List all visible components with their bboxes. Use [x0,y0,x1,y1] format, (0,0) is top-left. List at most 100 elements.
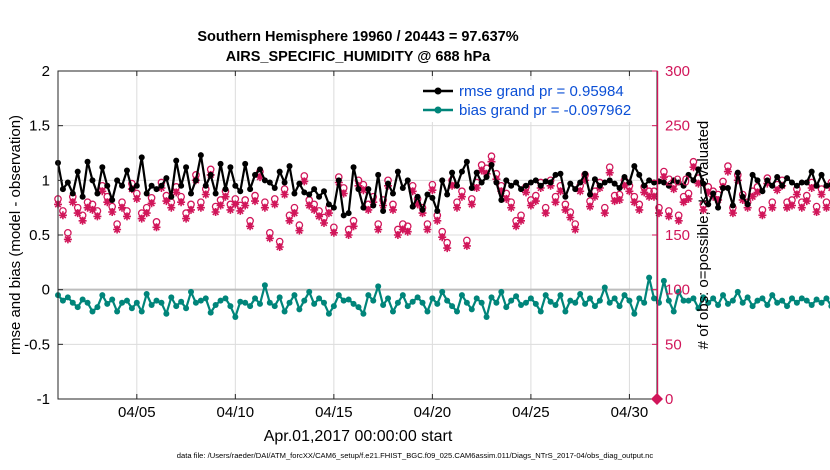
bias-point [139,309,145,315]
rmse-point [745,201,751,207]
rmse-point [129,186,135,192]
bias-point [434,301,440,307]
bias-point [203,295,209,301]
bias-point [346,297,352,303]
bias-point [124,298,130,304]
bias-point [750,303,756,309]
y-left-axis-ticks: -1-0.500.511.52 [24,63,63,408]
bias-point [715,302,721,308]
rmse-point [523,183,529,189]
rmse-point [149,183,155,189]
bias-point [360,311,366,317]
bias-point [764,302,770,308]
bias-point [636,295,642,301]
obs-evaluated-marker [202,191,210,199]
bias-point [498,289,504,295]
y-right-tick-label: 300 [665,63,690,80]
obs-evaluated-marker [187,206,195,214]
rmse-point [75,169,81,175]
rmse-point [636,172,642,178]
rmse-point [405,177,411,183]
obs-evaluated-marker [167,204,175,212]
bias-point [370,298,376,304]
obs-evaluated-marker [330,229,338,237]
obs-evaluated-marker [507,204,515,212]
rmse-point [380,208,386,214]
bias-point [89,309,95,315]
bias-point [311,301,317,307]
bias-point [306,289,312,295]
bias-point [272,303,278,309]
rmse-point [518,186,524,192]
rmse-point [395,169,401,175]
bias-point [80,297,86,303]
bias-point [282,309,288,315]
obs-evaluated-marker [616,196,624,204]
bias-point [533,301,539,307]
bias-point [326,311,332,317]
rmse-point [508,183,514,189]
bias-point [528,295,534,301]
obs-evaluated-marker [389,206,397,214]
bias-point [213,302,219,308]
y-right-axis-label: # of obs: o=possible; ∗=evaluated [695,121,712,350]
y-left-tick-label: 0.5 [29,227,50,244]
rmse-point [410,204,416,210]
obs-evaluated-marker [606,169,614,177]
bias-point [149,302,155,308]
rmse-point [759,188,765,194]
bias-point [759,295,765,301]
bias-point [508,298,514,304]
rmse-point [804,180,810,186]
bias-point [114,309,120,315]
rmse-point [617,185,623,191]
rmse-point [163,175,169,181]
bias-point [287,300,293,306]
rmse-point [242,161,248,167]
rmse-point [750,172,756,178]
rmse-point [173,158,179,164]
x-tick-label: 04/20 [414,404,452,421]
bias-point [129,305,135,311]
obs-evaluated-marker [438,233,446,241]
rmse-point [99,164,105,170]
rmse-point [479,180,485,186]
bias-point [626,298,632,304]
bias-point [597,298,603,304]
obs-evaluated-marker [571,226,579,234]
rmse-point [484,174,490,180]
obs-evaluated-marker [276,243,284,251]
bias-point [577,291,583,297]
bias-point [321,300,327,306]
obs-evaluated-marker [517,217,525,225]
bias-point [365,292,371,298]
rmse-point [769,183,775,189]
bias-point [429,295,435,301]
obs-evaluated-marker [625,187,633,195]
obs-evaluated-marker [724,168,732,176]
bias-point [424,309,430,315]
bias-point [99,292,105,298]
bias-point [730,298,736,304]
rmse-point [213,190,219,196]
rmse-point [819,172,825,178]
obs-evaluated-marker [295,227,303,235]
obs-evaluated-marker [630,198,638,206]
bias-point [385,295,391,301]
bias-point [735,289,741,295]
obs-evaluated-marker [118,204,126,212]
rmse-point [237,188,243,194]
rmse-point [533,177,539,183]
bias-point [380,302,386,308]
bias-point [745,294,751,300]
y-right-tick-label: 100 [665,282,690,299]
bias-point [784,303,790,309]
rmse-point [291,190,297,196]
bias-point [548,299,554,305]
bias-point [454,309,460,315]
rmse-point [65,180,71,186]
rmse-point [385,181,391,187]
bias-point [188,289,194,295]
rmse-point [454,183,460,189]
x-tick-label: 04/25 [512,404,550,421]
